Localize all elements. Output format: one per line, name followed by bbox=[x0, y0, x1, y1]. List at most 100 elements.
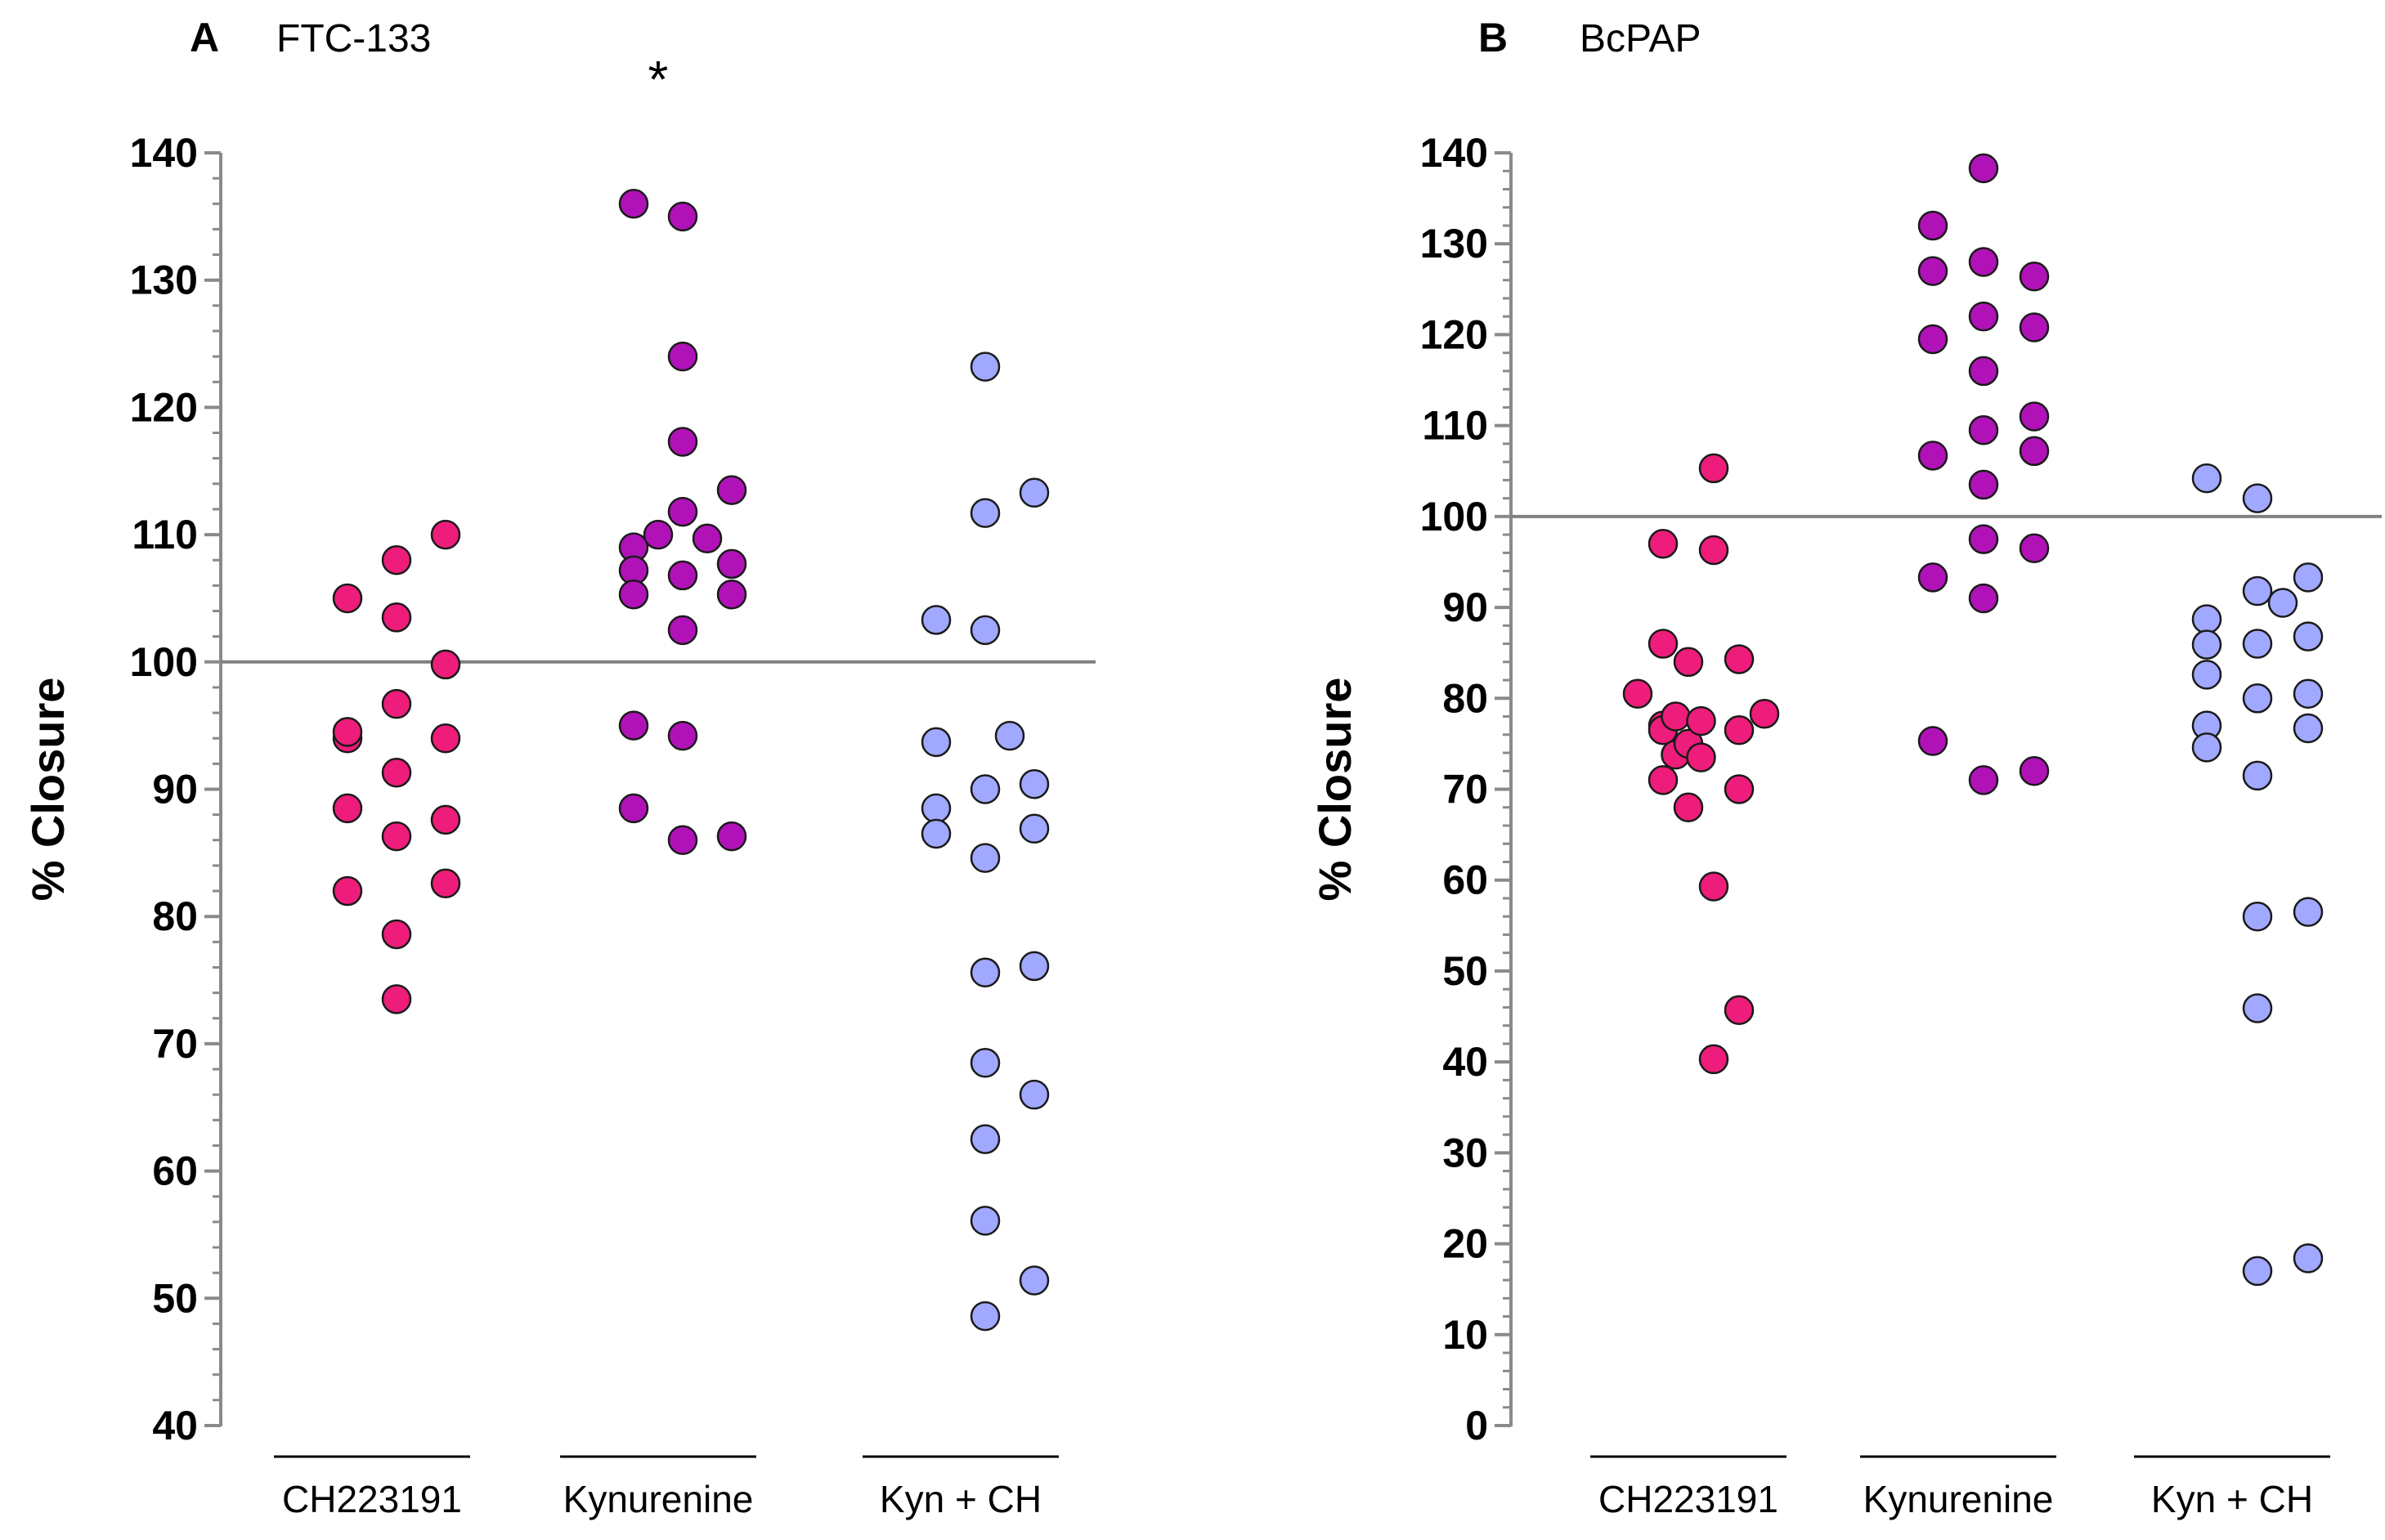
data-point bbox=[2191, 732, 2222, 763]
y-tick-label: 70 bbox=[1442, 767, 1488, 813]
data-point bbox=[1698, 1044, 1729, 1075]
data-point bbox=[667, 341, 698, 372]
category-label: CH223191 bbox=[282, 1478, 462, 1520]
data-point bbox=[970, 351, 1001, 382]
data-point bbox=[2242, 993, 2273, 1023]
data-point bbox=[2293, 897, 2324, 927]
y-tick-label: 50 bbox=[1442, 948, 1488, 994]
panel-b: B BcPAP 0 10 20 30 40 50 60 70 80 90 100 110 120 130 140… bbox=[1309, 15, 2382, 1520]
data-point bbox=[1968, 469, 1999, 500]
data-point bbox=[618, 580, 649, 610]
y-axis-label: % Closure bbox=[22, 678, 74, 902]
data-point bbox=[1724, 774, 1755, 804]
data-point bbox=[2242, 483, 2273, 513]
data-point bbox=[716, 821, 747, 852]
data-point bbox=[1019, 477, 1050, 508]
data-point bbox=[1968, 153, 1999, 184]
data-point bbox=[2191, 463, 2222, 494]
y-tick-label: 70 bbox=[152, 1021, 198, 1067]
y-tick-label: 100 bbox=[1420, 494, 1488, 539]
data-point bbox=[332, 717, 363, 747]
data-point bbox=[970, 1300, 1001, 1332]
data-point bbox=[1917, 210, 1948, 241]
data-point bbox=[1648, 528, 1679, 559]
data-point bbox=[716, 580, 747, 610]
data-point bbox=[381, 758, 412, 788]
data-point bbox=[1622, 678, 1653, 709]
y-tick-label: 50 bbox=[152, 1275, 198, 1321]
y-tick-label: 140 bbox=[1420, 130, 1488, 176]
panel-a: A FTC-133 40 50 60 70 80 90 100 110 120 130 140 % Clo… bbox=[22, 15, 1096, 1520]
data-point bbox=[2191, 604, 2222, 634]
data-point bbox=[667, 615, 698, 646]
data-point bbox=[332, 583, 363, 614]
data-point bbox=[643, 519, 674, 550]
data-point bbox=[430, 649, 461, 680]
data-point bbox=[2242, 1256, 2273, 1287]
category-label: Kyn + CH bbox=[2151, 1478, 2313, 1520]
data-point bbox=[970, 615, 1001, 646]
data-point bbox=[1648, 629, 1679, 659]
data-point bbox=[1968, 356, 1999, 387]
data-point bbox=[430, 868, 461, 898]
data-point bbox=[381, 984, 412, 1014]
panel-letter: B bbox=[1478, 15, 1508, 60]
data-point bbox=[332, 793, 363, 824]
data-point bbox=[430, 519, 461, 550]
data-point bbox=[921, 605, 952, 635]
data-point bbox=[2293, 621, 2324, 651]
data-point bbox=[1698, 871, 1729, 902]
y-tick-label: 120 bbox=[1420, 311, 1488, 357]
data-point bbox=[381, 544, 412, 575]
data-point bbox=[1968, 414, 1999, 445]
data-point bbox=[430, 804, 461, 835]
data-point bbox=[2019, 756, 2050, 786]
data-point bbox=[1019, 951, 1050, 982]
y-tick-label: 100 bbox=[130, 639, 198, 685]
y-tick-label: 90 bbox=[1442, 584, 1488, 630]
data-point bbox=[1673, 792, 1704, 822]
data-point bbox=[2242, 760, 2273, 791]
y-tick-label: 110 bbox=[132, 512, 198, 557]
data-point bbox=[618, 710, 649, 741]
data-point bbox=[970, 774, 1001, 804]
y-tick-label: 90 bbox=[152, 767, 198, 813]
data-point bbox=[1917, 726, 1948, 756]
y-tick-label: 30 bbox=[1442, 1130, 1488, 1175]
data-point bbox=[1968, 765, 1999, 795]
data-point bbox=[332, 875, 363, 907]
data-point bbox=[1917, 441, 1948, 471]
data-point bbox=[1917, 324, 1948, 355]
data-point bbox=[716, 548, 747, 580]
y-tick-label: 140 bbox=[130, 130, 198, 176]
data-point bbox=[667, 201, 698, 232]
panel-title: BcPAP bbox=[1580, 17, 1701, 60]
data-point bbox=[1698, 453, 1729, 484]
data-point bbox=[1724, 995, 1755, 1026]
data-point bbox=[667, 825, 698, 856]
data-point bbox=[2242, 901, 2273, 932]
data-point bbox=[1648, 765, 1679, 795]
data-point bbox=[2191, 660, 2222, 690]
data-point bbox=[2019, 401, 2050, 432]
data-point bbox=[1019, 1079, 1050, 1110]
data-point bbox=[667, 720, 698, 751]
data-point bbox=[2293, 713, 2324, 744]
data-point bbox=[1968, 301, 1999, 332]
data-point bbox=[692, 523, 723, 554]
y-tick-label: 130 bbox=[130, 257, 198, 303]
y-tick-label: 60 bbox=[1442, 857, 1488, 903]
data-point bbox=[1019, 1265, 1050, 1296]
data-point bbox=[1749, 698, 1780, 729]
data-point bbox=[2242, 683, 2273, 714]
data-point bbox=[618, 793, 649, 824]
y-tick-label: 80 bbox=[1442, 675, 1488, 721]
data-point bbox=[2019, 533, 2050, 564]
y-tick-label: 20 bbox=[1442, 1221, 1488, 1267]
data-point bbox=[970, 1206, 1001, 1236]
data-point bbox=[667, 427, 698, 457]
data-point bbox=[921, 818, 952, 849]
data-point bbox=[1673, 647, 1704, 678]
y-tick-label: 120 bbox=[130, 384, 198, 430]
